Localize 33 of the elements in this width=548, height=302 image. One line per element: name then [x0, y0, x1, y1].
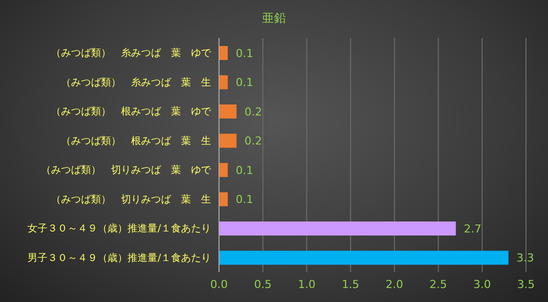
data-label: 0.1	[236, 164, 254, 177]
x-tick-label: 1.5	[342, 278, 360, 291]
y-tick-label: （みつば類） 糸みつば 葉 ゆで	[51, 47, 212, 60]
data-label: 0.1	[236, 76, 254, 90]
x-tick-label: 3.0	[473, 278, 491, 291]
bar	[219, 134, 237, 148]
data-label: 0.1	[236, 46, 254, 60]
data-label: 2.7	[464, 222, 482, 236]
y-tick-label: （みつば類） 根みつば 葉 ゆで	[51, 106, 212, 118]
y-tick-label: （みつば類） 切りみつば 葉 ゆで	[41, 164, 212, 176]
bar	[219, 222, 456, 236]
x-tick-label: 0.5	[254, 278, 272, 291]
bar	[219, 250, 508, 265]
x-tick-label: 2.0	[386, 278, 404, 291]
bar	[219, 46, 228, 60]
x-tick-label: 2.5	[430, 278, 448, 291]
y-tick-label: （みつば類） 切りみつば 葉 生	[51, 193, 211, 206]
bar	[219, 104, 237, 118]
y-tick-label: （みつば類） 根みつば 葉 生	[61, 134, 211, 147]
x-tick-label: 3.5	[517, 278, 535, 291]
bar	[219, 192, 228, 206]
data-label: 0.2	[244, 134, 262, 148]
bar	[219, 75, 228, 90]
x-tick-label: 0.0	[210, 278, 228, 291]
data-label: 0.1	[236, 193, 254, 206]
bar	[219, 163, 228, 177]
x-tick-label: 1.0	[298, 278, 316, 291]
y-tick-label: 女子３０～４９（歳）推進量/１食あたり	[28, 222, 211, 235]
y-tick-label: 男子３０～４９（歳）推進量/１食あたり	[28, 252, 211, 264]
data-label: 0.2	[244, 105, 262, 118]
chart-title: 亜鉛	[261, 10, 287, 27]
data-label: 3.3	[516, 252, 534, 265]
y-tick-label: （みつば類） 糸みつば 葉 生	[61, 76, 211, 88]
